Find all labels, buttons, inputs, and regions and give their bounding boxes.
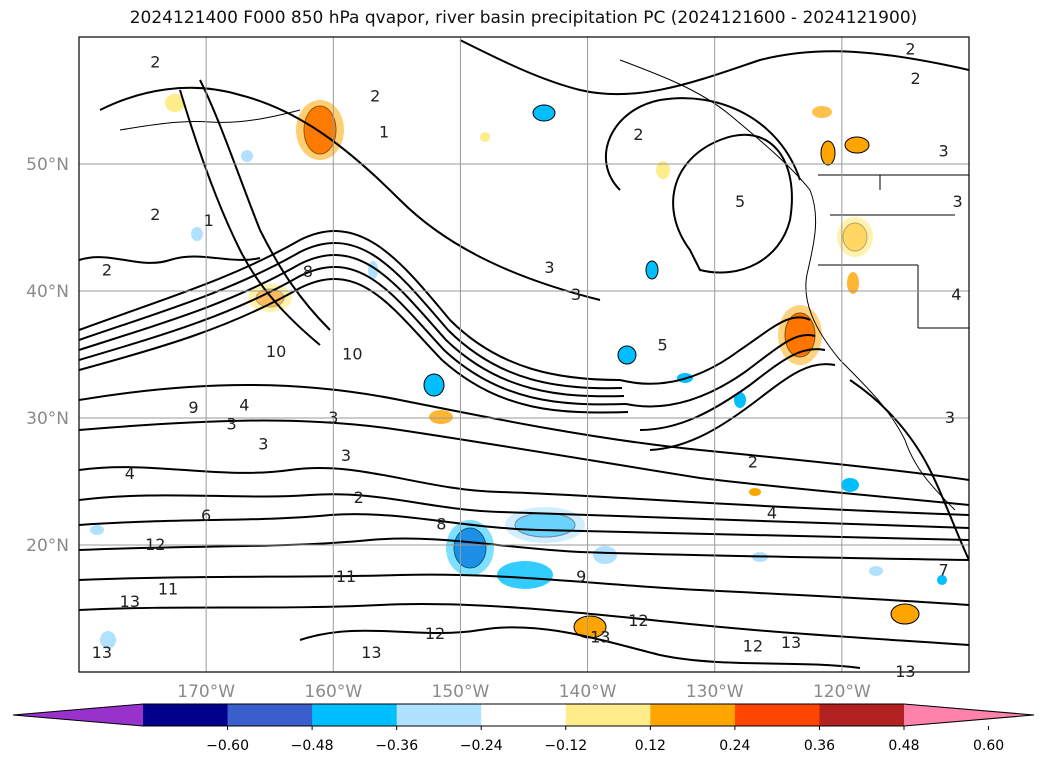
contour-field: [79, 39, 969, 669]
colorbar-tick-label: −0.60: [206, 738, 249, 754]
colorbar-segment: [396, 704, 482, 726]
contour-value-label: 6: [201, 506, 211, 525]
latitude-labels: 20°N 30°N 40°N 50°N: [26, 155, 69, 556]
contour-value-label: 7: [938, 560, 948, 579]
contour-value-label: 2: [150, 52, 160, 71]
contour-value-label: 4: [125, 464, 135, 483]
contour-value-label: 10: [342, 345, 362, 364]
contour-value-label: 3: [952, 192, 962, 211]
colorbar-tick-label: 0.24: [719, 738, 750, 754]
contour-value-label: 12: [628, 611, 648, 630]
colorbar-outline: [12, 703, 1035, 727]
colorbar-segment: [565, 704, 651, 726]
contour-value-label: 4: [951, 285, 961, 304]
contour-value-label: 13: [361, 643, 381, 662]
colorbar-tick-label: 0.12: [635, 738, 666, 754]
contour-value-label: 12: [743, 637, 763, 656]
colorbar-tick-label: −0.12: [544, 738, 587, 754]
plot-frame: [78, 36, 970, 673]
lon-tick-label: 120°W: [813, 682, 871, 702]
colorbar-extend-low: [13, 704, 143, 726]
contour-value-label: 2: [102, 261, 112, 280]
contour-value-label: 2: [150, 205, 160, 224]
contour-value-label: 13: [92, 643, 112, 662]
contour-value-label: 3: [328, 408, 338, 427]
contour-value-label: 4: [767, 503, 777, 522]
colorbar-extend-high: [904, 704, 1034, 726]
contour-value-label: 3: [258, 435, 268, 454]
graticule: [79, 37, 969, 672]
lon-tick-label: 170°W: [177, 682, 235, 702]
contour-value-label: 2: [905, 40, 915, 59]
contour-value-label: 11: [336, 567, 356, 586]
chart-title: 2024121400 F000 850 hPa qvapor, river ba…: [129, 8, 918, 28]
coastlines: [119, 59, 969, 511]
contour-value-label: 3: [938, 141, 948, 160]
colorbar-segment: [819, 704, 905, 726]
contour-value-label: 8: [303, 262, 313, 281]
lon-tick-label: 130°W: [686, 682, 744, 702]
colorbar-segment: [650, 704, 736, 726]
contour-value-label: 2: [633, 125, 643, 144]
contour-value-label: 12: [425, 624, 445, 643]
contour-value-label: 5: [735, 192, 745, 211]
contour-value-label: 3: [341, 446, 351, 465]
contour-value-label: 2: [748, 452, 758, 471]
qvapor-contours: [79, 39, 969, 669]
colorbar-segment: [481, 704, 567, 726]
contour-value-label: 2: [370, 87, 380, 106]
colorbar-tick-label: −0.48: [291, 738, 334, 754]
contour-value-label: 10: [266, 342, 286, 361]
contour-value-label: 3: [571, 285, 581, 304]
colorbar-tick-label: 0.36: [804, 738, 835, 754]
contour-value-label: 13: [781, 633, 801, 652]
contour-value-label: 4: [239, 395, 249, 414]
colorbar-tick-label: −0.24: [460, 738, 503, 754]
contour-value-label: 2: [354, 488, 364, 507]
lon-tick-label: 140°W: [559, 682, 617, 702]
contour-value-label: 13: [590, 628, 610, 647]
contour-value-label: 3: [226, 414, 236, 433]
longitude-labels: 170°W 160°W 150°W 140°W 130°W 120°W: [177, 682, 871, 702]
lat-tick-label: 50°N: [26, 155, 69, 175]
contour-value-label: 3: [945, 408, 955, 427]
contour-value-label: 13: [120, 592, 140, 611]
contour-value-label: 9: [188, 398, 198, 417]
contour-value-label: 12: [145, 535, 165, 554]
colorbar-segment: [227, 704, 313, 726]
contour-value-label: 8: [436, 515, 446, 534]
precip-pc-shading: [90, 94, 947, 649]
contour-value-label: 1: [379, 122, 389, 141]
colorbar: −0.60 −0.48 −0.36 −0.24 −0.12 0.12 0.24 0.36 0.4…: [12, 703, 1035, 754]
colorbar-tick-label: −0.36: [375, 738, 418, 754]
lon-tick-label: 150°W: [432, 682, 490, 702]
colorbar-segment: [312, 704, 398, 726]
contour-value-label: 3: [544, 258, 554, 277]
lat-tick-label: 20°N: [26, 536, 69, 556]
lon-tick-label: 160°W: [304, 682, 362, 702]
lat-tick-label: 40°N: [26, 282, 69, 302]
colorbar-tick-label: 0.48: [888, 738, 919, 754]
contour-value-label: 9: [576, 567, 586, 586]
contour-value-label: 11: [158, 579, 178, 598]
contour-value-label: 1: [204, 211, 214, 230]
lat-tick-label: 30°N: [26, 409, 69, 429]
colorbar-segment: [734, 704, 820, 726]
contour-value-label: 5: [657, 336, 667, 355]
colorbar-tick-label: 0.60: [973, 738, 1004, 754]
contour-value-label: 2: [911, 69, 921, 88]
colorbar-segment: [143, 704, 229, 726]
contour-value-label: 13: [895, 662, 915, 681]
